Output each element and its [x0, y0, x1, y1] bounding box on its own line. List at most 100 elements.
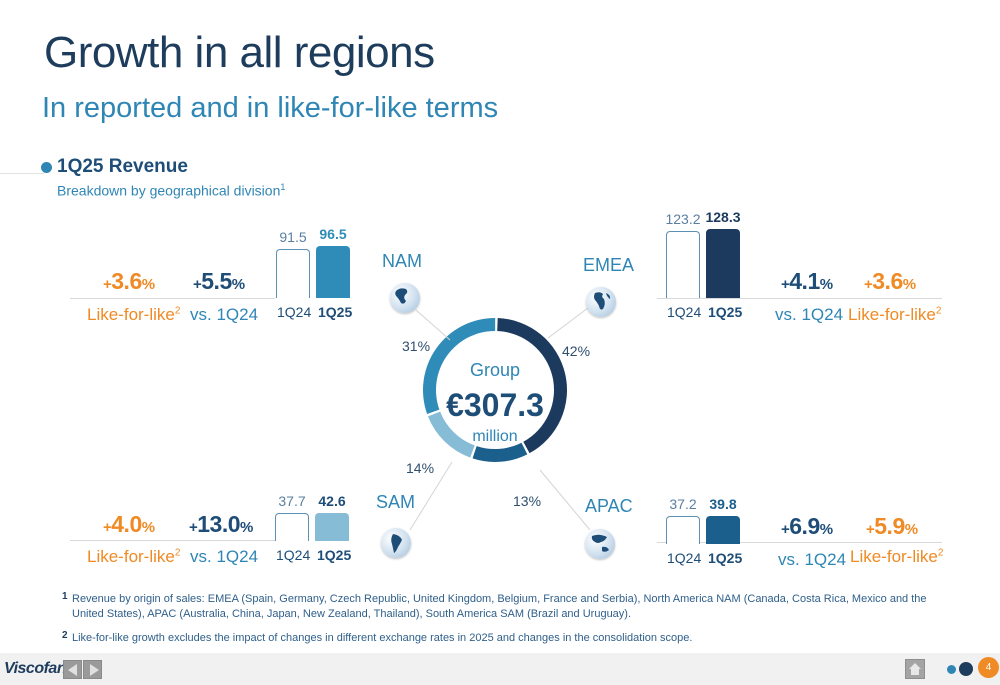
footnote-ref: 2: [935, 305, 942, 317]
donut-slice-emea: [497, 318, 567, 454]
nam-connector: [415, 309, 451, 341]
donut-slice-nam: [423, 318, 496, 414]
nam-axis-1q25: 1Q25: [318, 304, 353, 320]
nam-name: NAM: [382, 251, 422, 271]
pct-suffix: %: [231, 276, 245, 293]
arrow-right-icon[interactable]: [83, 660, 102, 679]
emea-lfl-value: 3.6: [872, 268, 903, 294]
globe-icon: [585, 529, 615, 559]
pct-prefix: +: [866, 521, 875, 538]
nam-bar-1q25: [316, 245, 350, 298]
emea-bar-1q24: [666, 231, 700, 298]
sam-axis-1q25: 1Q25: [317, 547, 352, 563]
emea-value-1q24: 123.2: [665, 211, 701, 228]
pct-suffix: %: [141, 519, 155, 536]
section-subtitle: Breakdown by geographical division1: [57, 182, 285, 199]
pct-suffix: %: [902, 276, 916, 293]
nam-share: 31%: [402, 338, 431, 354]
nam-vs-value: 5.5: [201, 268, 232, 294]
pct-prefix: +: [864, 276, 873, 293]
sam-vs-pct: +13.0%: [189, 511, 253, 538]
viscofan-logo: Viscofan: [4, 660, 67, 677]
lfl-text: Like-for-like: [848, 305, 936, 324]
pct-suffix: %: [141, 276, 155, 293]
page-title: Growth in all regions: [44, 28, 435, 77]
footnote-2: 2 Like-for-like growth excludes the impac…: [62, 630, 932, 646]
globe-icon: [586, 287, 616, 317]
apac-bar-1q24: [666, 516, 700, 544]
footnote-ref: 1: [280, 182, 286, 192]
nam-vs-label: vs. 1Q24: [190, 305, 259, 324]
apac-axis-1q24: 1Q24: [667, 550, 702, 566]
apac-vs-label: vs. 1Q24: [778, 550, 847, 569]
apac-lfl-pct: +5.9%: [866, 513, 918, 540]
decor-dot: [959, 662, 973, 676]
group-value: €307.3: [446, 387, 544, 423]
lfl-text: Like-for-like: [87, 305, 175, 324]
sam-axis-1q24: 1Q24: [276, 547, 311, 563]
emea-vs-value: 4.1: [789, 268, 820, 294]
footnote-text: Like-for-like growth excludes the impact…: [72, 632, 693, 644]
emea-axis-1q24: 1Q24: [667, 304, 702, 320]
apac-name: APAC: [585, 496, 633, 516]
donut-slice-apac: [472, 442, 528, 462]
sam-vs-label: vs. 1Q24: [190, 547, 259, 566]
pct-prefix: +: [103, 519, 112, 536]
emea-connector: [547, 304, 593, 339]
group-unit: million: [472, 428, 518, 445]
pct-prefix: +: [193, 276, 202, 293]
nam-bar-1q24: [276, 248, 310, 298]
apac-bar-1q25: [706, 516, 740, 544]
group-label: Group: [469, 360, 521, 380]
section-divider: [0, 173, 44, 174]
footnote-number: 1: [62, 591, 68, 602]
nam-lfl-label: Like-for-like2: [87, 305, 180, 325]
apac-connector: [539, 469, 591, 531]
page-subtitle: In reported and in like-for-like terms: [42, 92, 499, 124]
pct-prefix: +: [103, 276, 112, 293]
apac-lfl-label: Like-for-like2: [850, 547, 943, 567]
apac-axis-1q25: 1Q25: [708, 550, 743, 566]
pct-prefix: +: [189, 519, 198, 536]
emea-share: 42%: [562, 343, 591, 359]
emea-axis-1q25: 1Q25: [708, 304, 743, 320]
emea-vs-label: vs. 1Q24: [775, 305, 844, 324]
decor-dot: [947, 665, 956, 674]
emea-lfl-pct: +3.6%: [864, 268, 916, 295]
pct-suffix: %: [240, 519, 253, 536]
apac-value-1q25: 39.8: [709, 496, 737, 512]
emea-value-1q25: 128.3: [705, 208, 741, 225]
sam-divider: [70, 540, 275, 541]
footnote-text: Revenue by origin of sales: EMEA (Spain,…: [72, 593, 927, 620]
footer-bar: [0, 653, 1000, 685]
nam-value-1q25: 96.5: [319, 225, 347, 242]
section-title: 1Q25 Revenue: [57, 156, 188, 177]
section-subtitle-text: Breakdown by geographical division: [57, 182, 281, 199]
sam-lfl-value: 4.0: [111, 511, 142, 537]
sam-connector: [409, 461, 453, 531]
pct-suffix: %: [819, 521, 833, 538]
sam-bar-1q25: [315, 513, 349, 541]
sam-value-1q25: 42.6: [318, 493, 346, 509]
home-icon[interactable]: [905, 659, 925, 679]
apac-vs-pct: +6.9%: [781, 513, 833, 540]
nam-axis-1q24: 1Q24: [277, 304, 312, 320]
sam-lfl-pct: +4.0%: [103, 511, 155, 538]
footnote-number: 2: [62, 630, 68, 641]
pct-prefix: +: [781, 521, 790, 538]
bullet-dot: [41, 162, 52, 173]
nam-vs-pct: +5.5%: [193, 268, 245, 295]
footnote-ref: 2: [174, 305, 181, 317]
footnote-1: 1 Revenue by origin of sales: EMEA (Spain…: [62, 591, 932, 622]
sam-name: SAM: [376, 492, 416, 512]
lfl-text: Like-for-like: [850, 547, 938, 566]
arrow-left-icon[interactable]: [63, 660, 82, 679]
pct-suffix: %: [904, 521, 918, 538]
sam-lfl-label: Like-for-like2: [87, 547, 180, 567]
apac-share: 13%: [513, 493, 542, 509]
pct-suffix: %: [819, 276, 833, 293]
nam-divider: [70, 298, 275, 299]
nam-value-1q24: 91.5: [279, 228, 307, 245]
apac-lfl-value: 5.9: [874, 513, 905, 539]
group-donut-chart: [423, 318, 567, 462]
